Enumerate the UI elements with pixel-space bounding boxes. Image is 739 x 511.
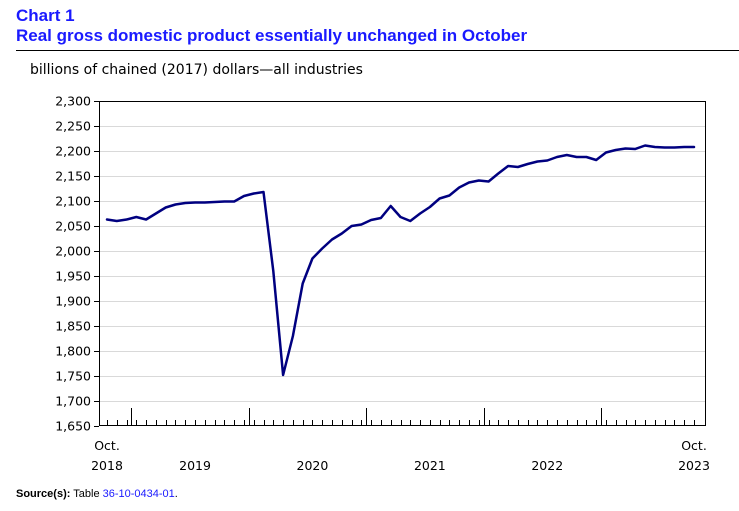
data-point [213, 201, 216, 203]
y-tick-label: 1,700 [55, 394, 91, 409]
x-tick-label: 2021 [414, 458, 446, 473]
data-point [634, 148, 637, 150]
y-tick-label: 1,850 [55, 319, 91, 334]
data-point [429, 206, 431, 208]
data-point [487, 180, 490, 183]
data-point [341, 232, 343, 235]
y-tick-label: 2,000 [55, 244, 91, 259]
data-point [155, 212, 157, 215]
data-point [663, 146, 666, 149]
grid-layer [99, 101, 706, 402]
y-tick-label: 2,300 [55, 94, 91, 109]
y-tick-label: 2,200 [55, 144, 91, 159]
source-note: Source(s): Table 36-10-0434-01. [16, 488, 178, 500]
x-tick-label: Oct. [681, 438, 707, 453]
data-point [380, 217, 382, 219]
axis-layer: 1,650 1,700 1,750 1,800 1,850 1,900 1,950 2,000… [55, 94, 710, 474]
data-point [331, 238, 333, 241]
x-tick-label: 2020 [297, 458, 329, 473]
data-point [605, 151, 607, 154]
data-point [507, 165, 509, 167]
data-point [253, 192, 255, 195]
y-tick-label: 1,950 [55, 269, 91, 284]
source-label: Source(s): [16, 488, 71, 500]
data-point [184, 202, 187, 204]
y-tick-label: 2,050 [55, 219, 91, 234]
y-tick-label: 2,150 [55, 169, 91, 184]
data-point [654, 146, 656, 148]
data-point [106, 218, 108, 221]
data-point [125, 218, 128, 221]
data-point [468, 181, 470, 184]
data-point [194, 201, 196, 204]
data-point [575, 156, 578, 158]
series-line [105, 144, 696, 377]
data-point [585, 156, 588, 158]
data-point [517, 166, 519, 168]
data-point [164, 206, 167, 209]
data-point [116, 220, 118, 222]
data-point [546, 159, 549, 162]
data-point [409, 220, 412, 222]
data-point [370, 219, 372, 221]
data-point [566, 154, 568, 156]
data-point [644, 144, 646, 147]
x-tick-label: 2023 [678, 458, 710, 473]
data-point [272, 270, 275, 272]
data-point [458, 186, 461, 189]
data-point [262, 191, 265, 193]
data-point [683, 146, 685, 148]
data-point [448, 194, 451, 197]
data-point [526, 163, 529, 165]
data-point [419, 212, 421, 215]
data-point [389, 205, 392, 207]
source-prefix: Table [73, 488, 103, 500]
data-point [243, 195, 245, 197]
data-point [233, 200, 235, 203]
data-point [478, 179, 480, 182]
data-point [556, 156, 558, 158]
plot-frame [99, 101, 706, 426]
data-point [145, 218, 147, 221]
data-point [360, 223, 363, 226]
y-tick-label: 1,750 [55, 369, 91, 384]
chart-title-block: Chart 1 Real gross domestic product esse… [16, 6, 527, 46]
data-point [614, 149, 617, 151]
data-point [673, 146, 676, 149]
data-point [301, 282, 304, 285]
data-point [204, 201, 206, 204]
y-axis-unit-label: billions of chained (2017) dollars—all i… [30, 62, 363, 78]
data-point [174, 203, 177, 206]
data-point [438, 197, 441, 200]
y-tick-label: 2,250 [55, 119, 91, 134]
data-point [693, 146, 695, 148]
data-point [350, 225, 353, 227]
data-point [536, 160, 539, 163]
data-point [497, 172, 500, 175]
y-tick-label: 1,900 [55, 294, 91, 309]
x-tick-label: 2018 [91, 458, 123, 473]
data-point [624, 147, 627, 150]
data-point [292, 335, 294, 337]
data-point [282, 374, 284, 376]
y-tick-label: 2,100 [55, 194, 91, 209]
source-suffix: . [174, 488, 178, 500]
chart-number: Chart 1 [16, 6, 75, 25]
x-tick-label: 2019 [179, 458, 211, 473]
data-point [223, 200, 226, 203]
source-table-link[interactable]: 36-10-0434-01 [102, 488, 175, 500]
x-tick-label: 2022 [531, 458, 563, 473]
y-tick-label: 1,650 [55, 419, 91, 434]
data-point [595, 159, 597, 161]
title-divider [16, 50, 739, 51]
data-point [311, 257, 314, 260]
data-point [135, 216, 138, 218]
x-tick-label: Oct. [94, 438, 120, 453]
chart-title: Real gross domestic product essentially … [16, 26, 528, 45]
y-tick-label: 1,800 [55, 344, 91, 359]
data-point [321, 247, 324, 250]
data-point [399, 216, 402, 218]
series-layer [105, 144, 696, 377]
